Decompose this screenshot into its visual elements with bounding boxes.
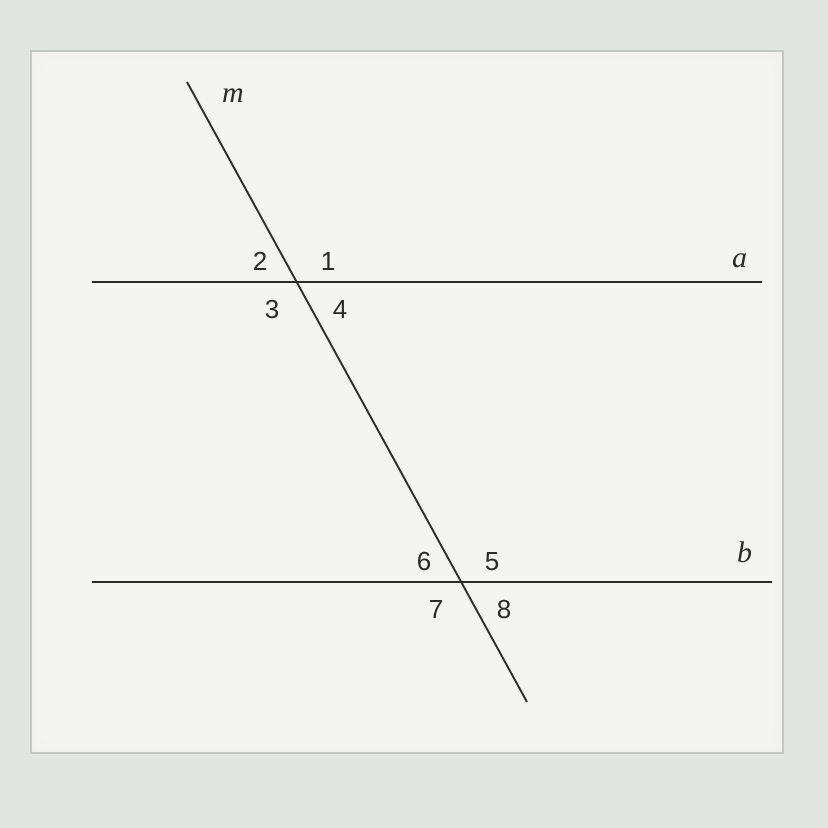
line-m [187, 82, 527, 702]
angle-label-5: 5 [485, 546, 499, 576]
angle-label-8: 8 [497, 594, 511, 624]
label-line-b: b [737, 536, 752, 569]
angle-label-6: 6 [417, 546, 431, 576]
angle-label-1: 1 [321, 246, 335, 276]
angle-label-3: 3 [265, 294, 279, 324]
geometry-diagram: m a b 2 1 3 4 6 5 7 8 [30, 50, 784, 754]
label-line-m: m [222, 76, 244, 109]
angle-label-4: 4 [333, 294, 347, 324]
diagram-svg: m a b 2 1 3 4 6 5 7 8 [32, 52, 782, 752]
angle-label-7: 7 [429, 594, 443, 624]
label-line-a: a [732, 241, 747, 274]
angle-label-2: 2 [253, 246, 267, 276]
